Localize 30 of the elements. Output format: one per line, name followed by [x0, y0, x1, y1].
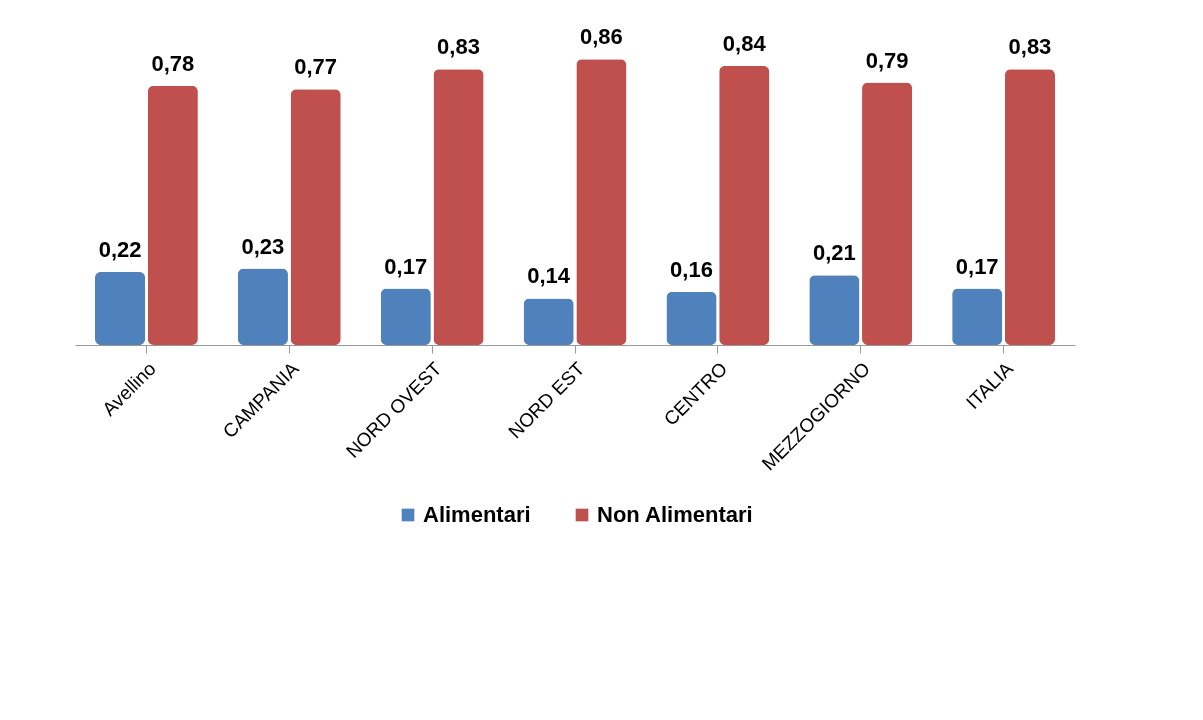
bar	[95, 271, 146, 345]
data-label: 0,83	[437, 34, 480, 60]
bar	[719, 65, 770, 345]
data-label: 0,79	[865, 47, 909, 73]
data-label: 0,86	[579, 24, 623, 50]
bar	[809, 275, 860, 345]
bar	[147, 85, 198, 345]
data-label: 0,17	[955, 253, 999, 279]
data-label: 0,14	[527, 263, 571, 289]
bar	[290, 89, 341, 345]
bar	[433, 69, 484, 345]
data-label: 0,83	[1008, 34, 1052, 60]
bar	[576, 59, 627, 345]
legend-label: Non Alimentari	[597, 502, 753, 527]
bar	[952, 288, 1003, 345]
bar	[1004, 69, 1055, 345]
bar	[380, 288, 431, 345]
data-label: 0,21	[812, 240, 856, 266]
bar	[523, 298, 574, 345]
legend-label: Alimentari	[423, 502, 531, 527]
data-label: 0,77	[294, 54, 338, 80]
bar	[666, 291, 717, 345]
data-label: 0,84	[722, 30, 767, 56]
data-label: 0,22	[98, 236, 142, 262]
bar	[862, 82, 913, 345]
data-label: 0,17	[384, 253, 428, 279]
data-label: 0,23	[241, 233, 285, 259]
bar	[237, 268, 288, 345]
data-label: 0,78	[151, 50, 195, 76]
data-label: 0,16	[670, 256, 713, 282]
